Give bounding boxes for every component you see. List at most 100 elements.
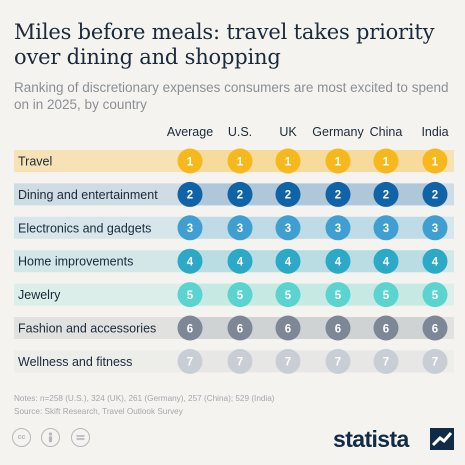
cc-icon[interactable]: cc <box>12 428 31 447</box>
rank-label: 6 <box>285 323 291 335</box>
category-label: Dining and entertainment <box>18 188 158 202</box>
rank-circle <box>373 215 399 241</box>
rank-circle <box>373 148 399 174</box>
rank-circle <box>177 315 203 341</box>
rank-circle <box>325 348 351 374</box>
chart-title: Miles before meals: travel takes priorit… <box>14 20 435 69</box>
rank-circle <box>177 348 203 374</box>
category-label: Home improvements <box>18 255 133 269</box>
rank-label: 3 <box>335 223 341 235</box>
category-label: Electronics and gadgets <box>18 221 151 235</box>
column-header: India <box>421 125 448 139</box>
rank-label: 3 <box>187 223 193 235</box>
rank-label: 6 <box>432 323 438 335</box>
rank-circle <box>325 215 351 241</box>
rank-circle <box>227 315 253 341</box>
rank-chart: Average U.S. UK Germany China India Travel Dini… <box>14 125 454 374</box>
rank-label: 7 <box>237 357 243 369</box>
rank-label: 5 <box>237 290 244 302</box>
category-label: Travel <box>18 155 52 169</box>
category-label: Jewelry <box>18 288 61 302</box>
rank-label: 4 <box>187 257 194 269</box>
chart-subtitle: Ranking of discretionary expenses consum… <box>14 80 449 112</box>
rank-circle <box>227 148 253 174</box>
column-header: China <box>370 125 403 139</box>
rank-circle <box>275 282 301 308</box>
rank-label: 1 <box>383 156 390 168</box>
rank-circle <box>373 248 399 274</box>
rank-circle <box>325 315 351 341</box>
rank-circle <box>275 248 301 274</box>
rank-circle <box>422 215 448 241</box>
rank-label: 2 <box>237 190 243 202</box>
rank-circle <box>422 348 448 374</box>
rank-circle <box>325 282 351 308</box>
rank-label: 7 <box>383 357 389 369</box>
rank-circle <box>177 215 203 241</box>
rank-label: 4 <box>237 257 244 269</box>
rank-label: 5 <box>383 290 390 302</box>
rank-label: 1 <box>237 156 244 168</box>
rank-circle <box>373 348 399 374</box>
rank-circle <box>325 148 351 174</box>
rank-circle <box>227 181 253 207</box>
rank-circle <box>177 148 203 174</box>
rank-label: 1 <box>187 156 194 168</box>
rank-circle <box>275 148 301 174</box>
rank-circle <box>275 348 301 374</box>
rank-label: 3 <box>285 223 291 235</box>
column-header: Average <box>167 125 213 139</box>
rank-label: 2 <box>335 190 341 202</box>
rank-label: 6 <box>335 323 341 335</box>
category-label: Fashion and accessories <box>18 322 156 336</box>
rank-label: 1 <box>285 156 292 168</box>
rank-label: 2 <box>432 190 438 202</box>
rank-circle <box>227 248 253 274</box>
rank-circle <box>422 148 448 174</box>
rank-circle <box>373 315 399 341</box>
category-label: Wellness and fitness <box>18 355 132 369</box>
rank-circle <box>177 248 203 274</box>
statista-mark-icon <box>430 428 454 450</box>
rank-label: 4 <box>335 257 342 269</box>
rank-label: 2 <box>383 190 389 202</box>
rank-label: 6 <box>383 323 389 335</box>
rank-circle <box>227 348 253 374</box>
rank-circle <box>325 181 351 207</box>
rank-label: 7 <box>432 357 438 369</box>
statista-logo[interactable]: statista <box>333 424 459 454</box>
rank-label: 1 <box>335 156 342 168</box>
rank-circle <box>275 215 301 241</box>
rank-label: 7 <box>285 357 291 369</box>
rank-circle <box>275 181 301 207</box>
footnotes: Notes: n=258 (U.S.), 324 (UK), 261 (Germ… <box>14 392 275 418</box>
column-header: U.S. <box>228 125 252 139</box>
rank-circle <box>422 181 448 207</box>
rank-label: 1 <box>432 156 439 168</box>
rank-circle <box>422 315 448 341</box>
rank-circle <box>373 282 399 308</box>
rank-label: 3 <box>432 223 438 235</box>
rank-label: 4 <box>285 257 292 269</box>
rank-circle <box>227 282 253 308</box>
source-text: Source: Skift Research, Travel Outlook S… <box>14 407 183 416</box>
brand-wordmark: statista <box>333 426 409 452</box>
person-icon[interactable] <box>41 428 61 447</box>
equals-icon[interactable] <box>70 428 90 447</box>
rank-label: 3 <box>237 223 243 235</box>
column-header: UK <box>279 125 297 139</box>
rank-label: 7 <box>187 357 193 369</box>
rank-label: 7 <box>335 357 341 369</box>
rank-label: 3 <box>383 223 389 235</box>
rank-circle <box>177 282 203 308</box>
rank-label: 2 <box>285 190 291 202</box>
license-icons: cc <box>12 428 96 447</box>
rank-label: 5 <box>335 290 342 302</box>
rank-label: 6 <box>187 323 193 335</box>
rank-label: 4 <box>383 257 390 269</box>
rank-label: 5 <box>285 290 292 302</box>
rank-circle <box>373 181 399 207</box>
rank-circle <box>275 315 301 341</box>
rank-label: 2 <box>187 190 193 202</box>
rank-circle <box>177 181 203 207</box>
